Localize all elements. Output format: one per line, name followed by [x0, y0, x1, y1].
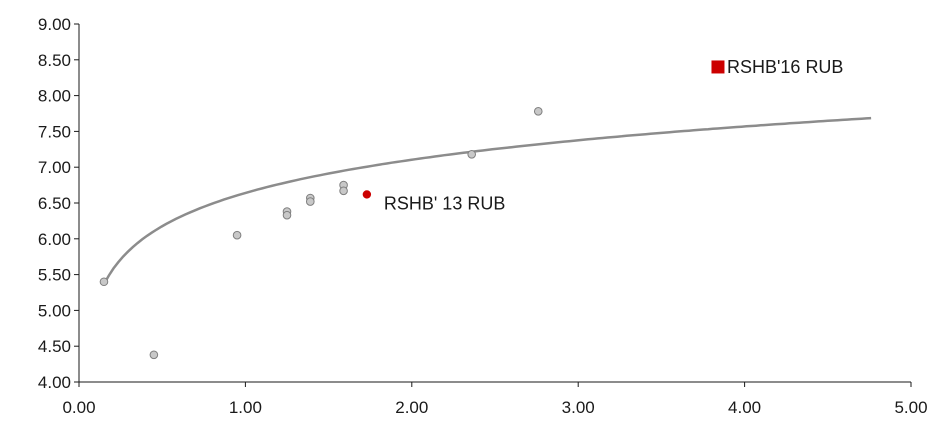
y-tick-label: 6.50	[38, 194, 71, 213]
trend-line	[102, 116, 872, 285]
y-tick-label: 5.00	[38, 301, 71, 320]
x-tick-label: 4.00	[728, 398, 761, 417]
peer-bond-point	[282, 210, 292, 220]
y-tick-label: 7.00	[38, 158, 71, 177]
peer-bond-point	[467, 150, 477, 159]
x-tick-label: 1.00	[229, 398, 262, 417]
y-tick-label: 9.00	[38, 15, 71, 34]
highlight-label: RSHB' 13 RUB	[384, 193, 505, 213]
y-tick-label: 8.00	[38, 87, 71, 106]
x-tick-label: 2.00	[395, 398, 428, 417]
peer-bond-point	[305, 197, 315, 206]
y-tick-label: 4.00	[38, 373, 71, 392]
peer-bond-point	[99, 277, 109, 287]
y-tick-label: 8.50	[38, 51, 71, 70]
peer-bond-point	[339, 186, 348, 196]
peer-bond-point	[232, 230, 242, 240]
x-tick-label: 0.00	[62, 398, 95, 417]
highlighted-bonds: RSHB' 13 RUB RSHB'16 RUB	[362, 57, 843, 213]
highlight-label: RSHB'16 RUB	[727, 57, 843, 77]
y-tick-label: 5.50	[38, 266, 71, 285]
highlight-marker-circle	[362, 190, 372, 199]
peer-bond-points	[99, 107, 543, 360]
y-tick-label: 7.50	[38, 122, 71, 141]
y-tick-label: 4.50	[38, 337, 71, 356]
x-tick-label: 5.00	[894, 398, 927, 417]
x-axis-ticks: 0.00 1.00 2.00 3.00 4.00 5.00	[62, 382, 928, 417]
y-axis-ticks: 4.00 4.50 5.00 5.50 6.00 6.50 7.00 7.50 8.00 8.50…	[38, 15, 79, 392]
x-tick-label: 3.00	[562, 398, 595, 417]
highlight-marker-square	[711, 60, 725, 74]
y-tick-label: 6.00	[38, 230, 71, 249]
peer-bond-point	[149, 350, 159, 360]
peer-bond-point	[533, 107, 543, 116]
